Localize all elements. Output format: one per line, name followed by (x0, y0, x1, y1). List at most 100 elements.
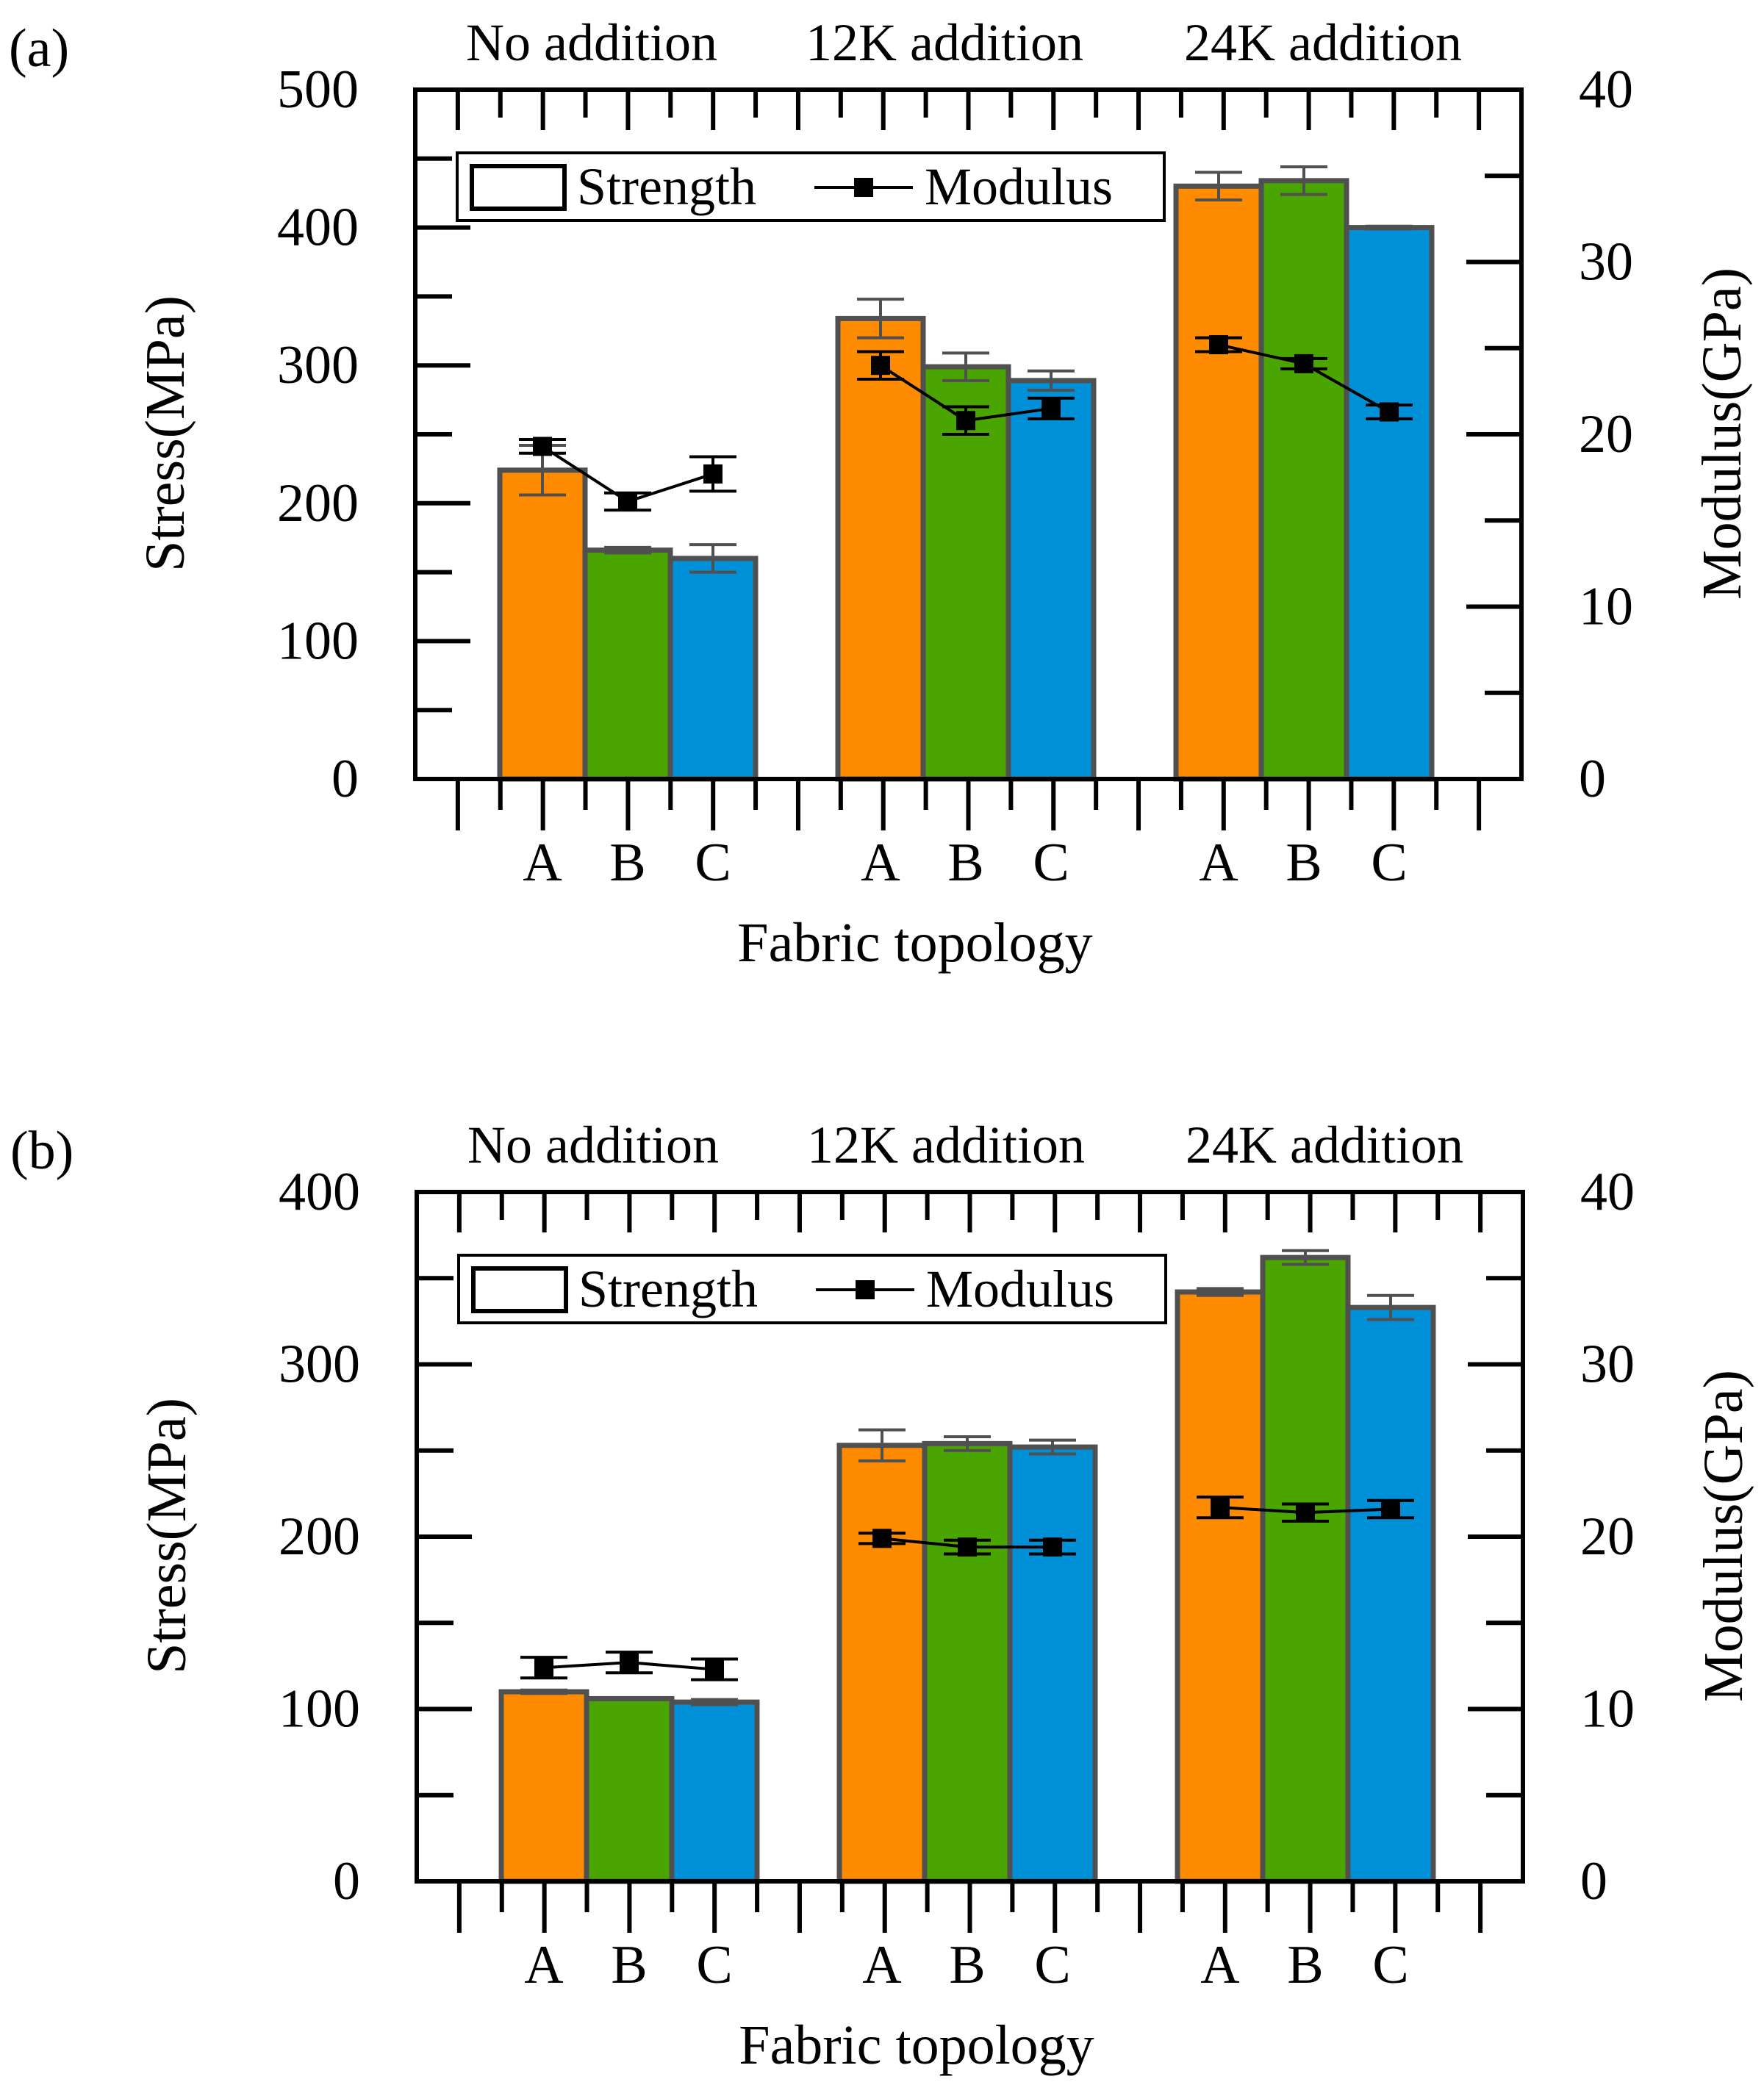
strength-bar (1005, 378, 1097, 782)
strength-bar (582, 548, 673, 782)
category-label: A (861, 833, 900, 893)
left-tick-label: 500 (277, 60, 359, 120)
right-tick-label: 30 (1579, 232, 1633, 292)
modulus-point (1043, 1537, 1062, 1557)
group-label: 24K addition (1186, 1116, 1463, 1174)
legend-modulus-label: Modulus (926, 1260, 1114, 1318)
right-tick-label: 40 (1579, 60, 1633, 120)
right-tick-label: 20 (1580, 1507, 1635, 1567)
category-label: A (1200, 1935, 1239, 1995)
legend-modulus-marker (856, 1280, 875, 1299)
right-tick-label: 10 (1580, 1679, 1635, 1740)
modulus-point (618, 492, 637, 511)
modulus-point (1041, 398, 1061, 418)
legend-strength-swatch (470, 164, 567, 211)
category-label: B (1286, 833, 1322, 893)
panel-label: (b) (10, 1121, 74, 1181)
legend: Strength Modulus (457, 1254, 1167, 1324)
modulus-point (1211, 1498, 1230, 1518)
strength-bar (1345, 1304, 1436, 1884)
left-tick-label: 300 (277, 335, 359, 395)
strength-bar (1258, 178, 1349, 782)
modulus-point (872, 1529, 892, 1548)
strength-bar (1344, 225, 1435, 782)
group-label: No addition (466, 13, 717, 72)
legend-box (456, 151, 1166, 222)
modulus-point (871, 356, 890, 376)
left-tick-label: 100 (279, 1679, 360, 1740)
category-label: C (695, 833, 731, 893)
modulus-point (620, 1653, 639, 1673)
group-label: No addition (467, 1116, 719, 1174)
category-label: C (1372, 1935, 1408, 1995)
group-label: 12K addition (806, 13, 1083, 72)
strength-bar (497, 467, 588, 782)
strength-bar (1175, 1289, 1266, 1884)
modulus-point (533, 437, 552, 456)
left-tick-label: 100 (277, 611, 359, 671)
legend-modulus-label: Modulus (925, 157, 1113, 216)
modulus-point (1380, 402, 1399, 422)
right-tick-label: 0 (1580, 1851, 1607, 1911)
modulus-point (1296, 1503, 1315, 1523)
right-tick-label: 40 (1580, 1162, 1635, 1222)
category-label: A (524, 1935, 563, 1995)
strength-bar (584, 1695, 675, 1884)
category-label: C (1034, 1935, 1070, 1995)
group-label: 24K addition (1184, 13, 1462, 72)
chart-panel-b: (b) No addition 12K addition 24K addition 0 1… (10, 1116, 1754, 2076)
strength-bar (1007, 1444, 1098, 1884)
category-label: C (1371, 833, 1407, 893)
modulus-point (1294, 353, 1313, 373)
modulus-point (1209, 335, 1228, 355)
strength-bar (1173, 183, 1264, 782)
strength-bar (922, 1440, 1013, 1884)
y-right-axis-label: Modulus(GPa) (1691, 268, 1753, 600)
left-tick-label: 400 (277, 198, 359, 258)
category-label: A (1199, 833, 1238, 893)
strength-bar (667, 556, 759, 782)
legend-modulus-marker (854, 178, 873, 197)
strength-bar (669, 1699, 760, 1884)
legend-strength-label: Strength (578, 1260, 758, 1318)
legend: Strength Modulus (456, 151, 1166, 222)
category-label: B (1287, 1935, 1323, 1995)
strength-bar (836, 1443, 928, 1884)
category-label: B (611, 1935, 647, 1995)
strength-bar (498, 1689, 589, 1884)
category-label: B (947, 833, 983, 893)
right-tick-label: 30 (1580, 1335, 1635, 1395)
x-axis-label: Fabric topology (737, 912, 1092, 974)
left-tick-label: 200 (277, 473, 359, 534)
modulus-point (705, 1659, 724, 1679)
category-label: A (523, 833, 562, 893)
modulus-point (1381, 1499, 1400, 1519)
strength-bar (1260, 1254, 1351, 1884)
x-axis-label: Fabric topology (739, 2014, 1094, 2076)
strength-bar (835, 315, 926, 782)
left-tick-label: 300 (279, 1335, 360, 1395)
right-tick-label: 20 (1579, 404, 1633, 464)
y-axis-label: Stress(MPa) (136, 1398, 198, 1674)
group-label: 12K addition (807, 1116, 1085, 1174)
right-tick-label: 10 (1579, 577, 1633, 637)
left-tick-label: 400 (279, 1162, 360, 1222)
modulus-point (534, 1658, 553, 1678)
category-label: C (696, 1935, 732, 1995)
category-label: C (1033, 833, 1069, 893)
panel-label: (a) (9, 18, 69, 79)
legend-strength-label: Strength (577, 157, 756, 216)
y-right-axis-label: Modulus(GPa) (1693, 1370, 1754, 1702)
modulus-point (703, 464, 723, 484)
legend-box (457, 1254, 1167, 1324)
category-label: B (949, 1935, 985, 1995)
legend-strength-swatch (471, 1266, 568, 1313)
modulus-point (956, 411, 975, 431)
modulus-point (958, 1537, 977, 1557)
y-axis-label: Stress(MPa) (135, 295, 196, 572)
left-tick-label: 0 (331, 749, 359, 809)
category-label: A (862, 1935, 901, 1995)
right-tick-label: 0 (1579, 749, 1606, 809)
category-label: B (609, 833, 645, 893)
